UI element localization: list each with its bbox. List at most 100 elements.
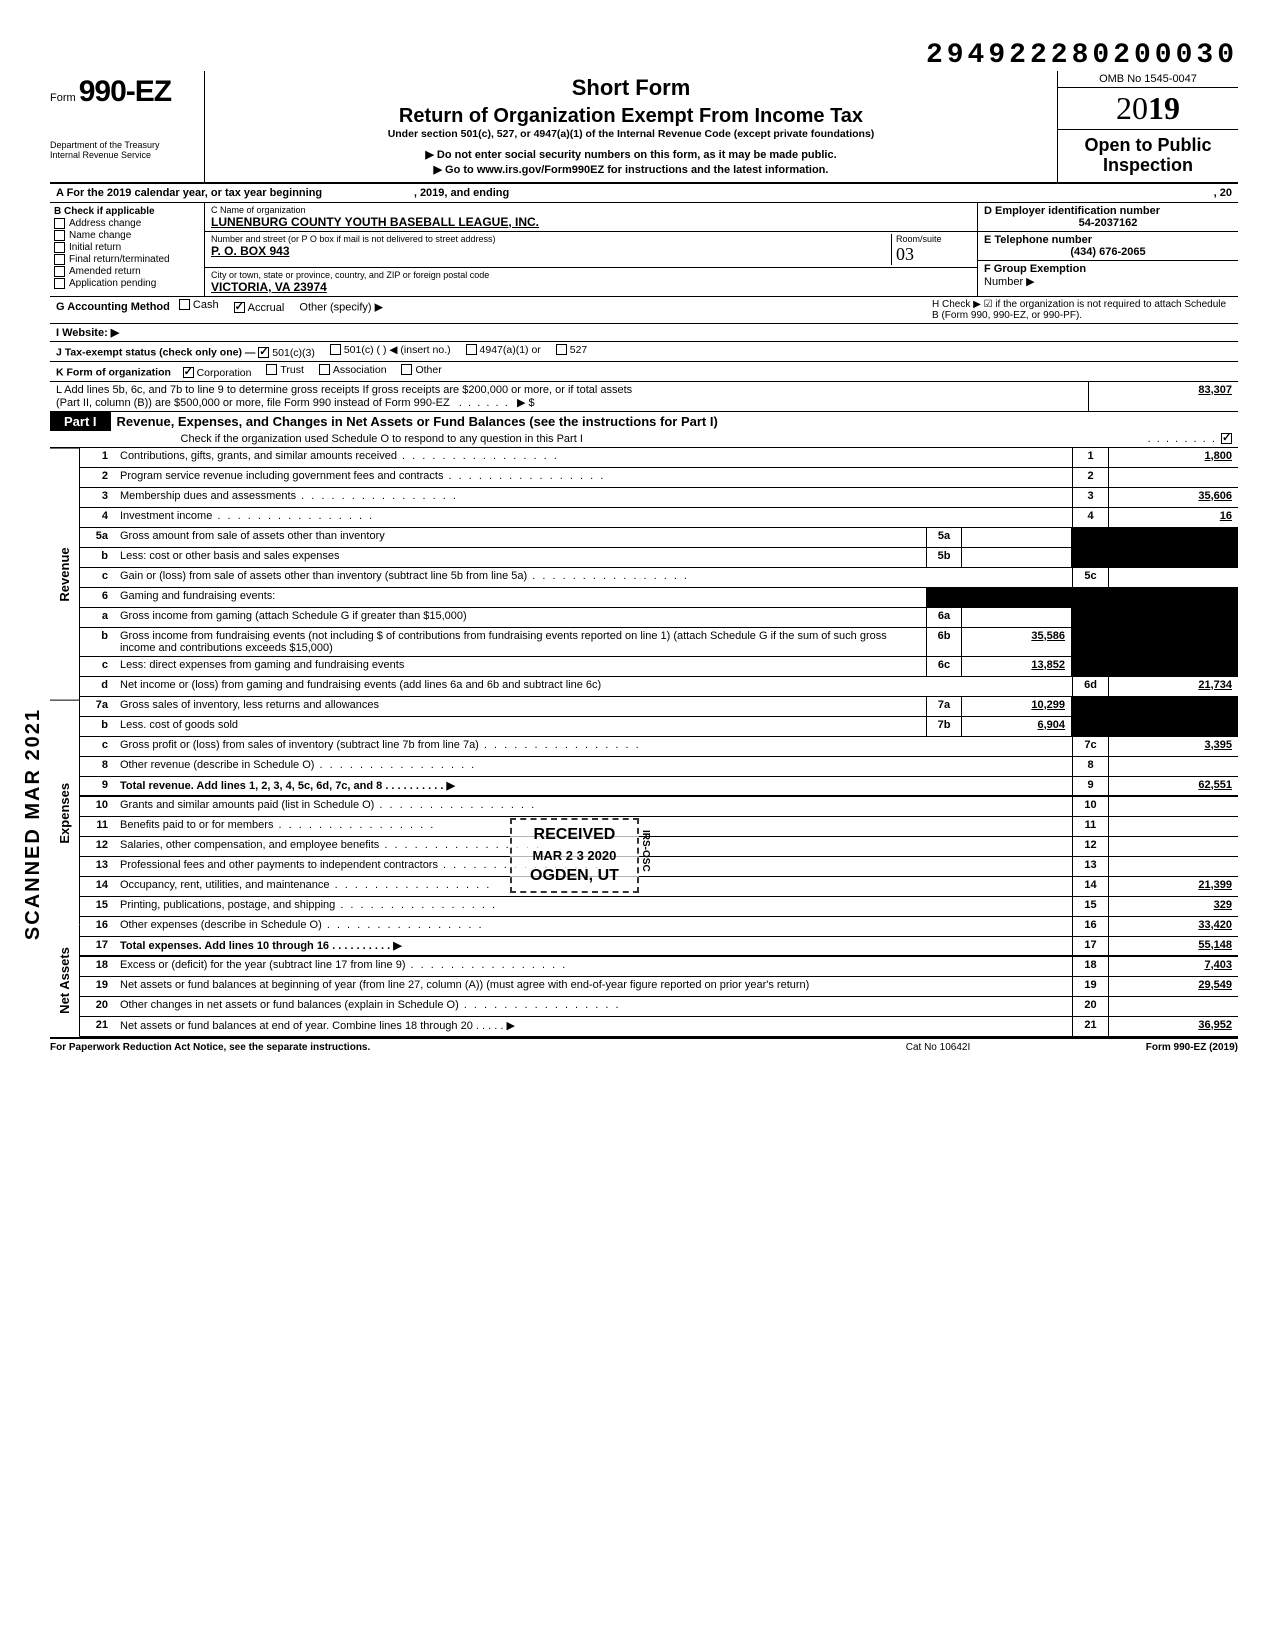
ln13-col: 13 — [1072, 857, 1108, 876]
ln7c-col: 7c — [1072, 737, 1108, 756]
ln5c-col: 5c — [1072, 568, 1108, 587]
form-prefix: Form — [50, 92, 76, 104]
lbl-corporation: Corporation — [197, 367, 252, 379]
ln14-desc: Occupancy, rent, utilities, and maintena… — [116, 877, 1072, 896]
section-bcdef: B Check if applicable Address change Nam… — [50, 203, 1238, 297]
ln3-val: 35,606 — [1108, 488, 1238, 507]
row-a-taxyear: A For the 2019 calendar year, or tax yea… — [50, 184, 1238, 203]
chk-address-change[interactable] — [54, 218, 65, 229]
ln15-col: 15 — [1072, 897, 1108, 916]
room-label: Room/suite — [896, 234, 971, 244]
ln7b-desc: Less. cost of goods sold — [116, 717, 926, 736]
ln10-col: 10 — [1072, 797, 1108, 816]
ln6a-desc: Gross income from gaming (attach Schedul… — [116, 608, 926, 627]
ln5b-scol: 5b — [926, 548, 962, 567]
ln2-col: 2 — [1072, 468, 1108, 487]
lbl-address-change: Address change — [69, 218, 141, 229]
ln12-num: 12 — [80, 837, 116, 856]
ln7b-scol: 7b — [926, 717, 962, 736]
ln6a-num: a — [80, 608, 116, 627]
row-l-text1: L Add lines 5b, 6c, and 7b to line 9 to … — [56, 384, 1082, 396]
part1-table: Revenue Expenses Net Assets 1 Contributi… — [50, 448, 1238, 1039]
row-h-scheduleb: H Check ▶ ☑ if the organization is not r… — [932, 299, 1232, 321]
chk-corporation[interactable] — [183, 367, 194, 378]
ln9-val: 62,551 — [1108, 777, 1238, 795]
lbl-name-change: Name change — [69, 230, 131, 241]
chk-other-org[interactable] — [401, 364, 412, 375]
ln12-val — [1108, 837, 1238, 856]
lbl-amended-return: Amended return — [69, 266, 141, 277]
col-b-checkboxes: B Check if applicable Address change Nam… — [50, 203, 205, 296]
ln7b-sval: 6,904 — [962, 717, 1072, 736]
row-l-gross-receipts: L Add lines 5b, 6c, and 7b to line 9 to … — [50, 382, 1238, 412]
ln15-desc: Printing, publications, postage, and shi… — [116, 897, 1072, 916]
chk-name-change[interactable] — [54, 230, 65, 241]
row-l-text2: (Part II, column (B)) are $500,000 or mo… — [56, 397, 450, 409]
lbl-initial-return: Initial return — [69, 242, 121, 253]
ln11-col: 11 — [1072, 817, 1108, 836]
ln6b-num: b — [80, 628, 116, 656]
ln13-desc: Professional fees and other payments to … — [116, 857, 1072, 876]
omb-number: OMB No 1545-0047 — [1058, 71, 1238, 88]
ln1-val: 1,800 — [1108, 448, 1238, 467]
ln13-val — [1108, 857, 1238, 876]
chk-amended-return[interactable] — [54, 266, 65, 277]
side-netassets: Net Assets — [50, 925, 80, 1037]
ln6b-sval: 35,586 — [962, 628, 1072, 656]
ln1-col: 1 — [1072, 448, 1108, 467]
ln6a-sval — [962, 608, 1072, 627]
ln6c-scol: 6c — [926, 657, 962, 676]
tax-year: 2019 — [1058, 88, 1238, 130]
chk-501c3[interactable] — [258, 347, 269, 358]
ein-value: 54-2037162 — [984, 217, 1232, 229]
org-name-label: C Name of organization — [211, 205, 971, 215]
ln6b-desc: Gross income from fundraising events (no… — [116, 628, 926, 656]
ln9-col: 9 — [1072, 777, 1108, 795]
line-14: 14 Occupancy, rent, utilities, and maint… — [80, 877, 1238, 897]
ln13-num: 13 — [80, 857, 116, 876]
title-note1: ▶ Do not enter social security numbers o… — [213, 148, 1049, 161]
ln4-val: 16 — [1108, 508, 1238, 527]
ln14-col: 14 — [1072, 877, 1108, 896]
ln2-num: 2 — [80, 468, 116, 487]
ln21-num: 21 — [80, 1017, 116, 1036]
chk-527[interactable] — [556, 344, 567, 355]
chk-cash[interactable] — [179, 299, 190, 310]
title-cell: Short Form Return of Organization Exempt… — [205, 71, 1058, 182]
chk-initial-return[interactable] — [54, 242, 65, 253]
line-7a: 7a Gross sales of inventory, less return… — [80, 697, 1238, 717]
ln17-desc: Total expenses. Add lines 10 through 16 — [120, 940, 329, 952]
part1-label: Part I — [50, 412, 111, 431]
taxstatus-label: J Tax-exempt status (check only one) — — [56, 346, 255, 358]
ln15-num: 15 — [80, 897, 116, 916]
chk-501c[interactable] — [330, 344, 341, 355]
ln20-num: 20 — [80, 997, 116, 1016]
chk-final-return[interactable] — [54, 254, 65, 265]
ln4-col: 4 — [1072, 508, 1108, 527]
city-value[interactable]: VICTORIA, VA 23974 — [211, 280, 971, 294]
ln16-col: 16 — [1072, 917, 1108, 936]
chk-schedule-o[interactable] — [1221, 433, 1232, 444]
chk-application-pending[interactable] — [54, 278, 65, 289]
dln-number: 294922280200030 — [50, 40, 1238, 71]
title-note2: ▶ Go to www.irs.gov/Form990EZ for instru… — [213, 163, 1049, 176]
ln6d-val: 21,734 — [1108, 677, 1238, 696]
line-18: 18 Excess or (deficit) for the year (sub… — [80, 957, 1238, 977]
row-a-left: A For the 2019 calendar year, or tax yea… — [56, 187, 322, 199]
ln16-desc: Other expenses (describe in Schedule O) — [116, 917, 1072, 936]
ln4-num: 4 — [80, 508, 116, 527]
chk-trust[interactable] — [266, 364, 277, 375]
ln11-val — [1108, 817, 1238, 836]
chk-association[interactable] — [319, 364, 330, 375]
ln14-num: 14 — [80, 877, 116, 896]
ln1-num: 1 — [80, 448, 116, 467]
line-20: 20 Other changes in net assets or fund b… — [80, 997, 1238, 1017]
addr-value[interactable]: P. O. BOX 943 — [211, 244, 891, 258]
chk-accrual[interactable] — [234, 302, 245, 313]
chk-4947[interactable] — [466, 344, 477, 355]
ln3-num: 3 — [80, 488, 116, 507]
line-6a: a Gross income from gaming (attach Sched… — [80, 608, 1238, 628]
ln7b-num: b — [80, 717, 116, 736]
org-name-value[interactable]: LUNENBURG COUNTY YOUTH BASEBALL LEAGUE, … — [211, 215, 971, 229]
ln19-col: 19 — [1072, 977, 1108, 996]
